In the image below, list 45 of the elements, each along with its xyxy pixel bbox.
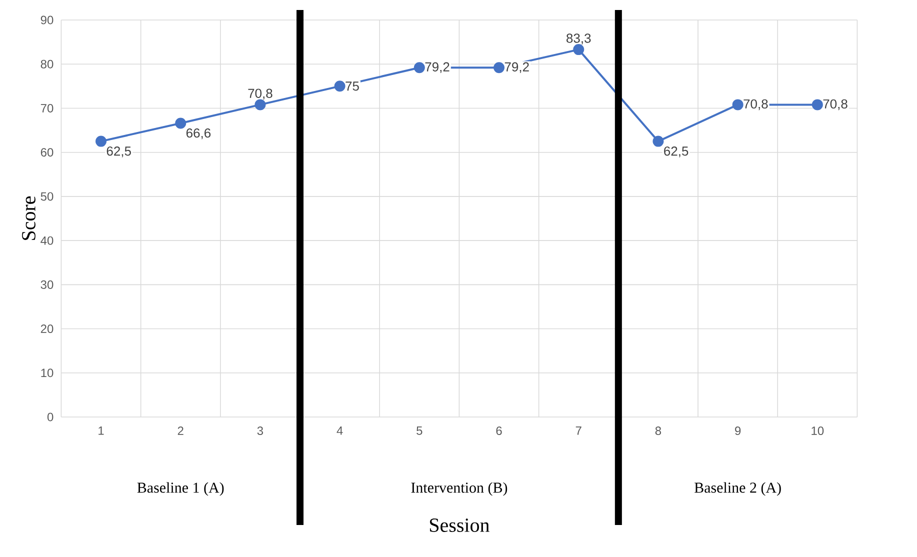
- text: Intervention (B): [411, 482, 508, 496]
- text: Baseline 1 (A): [137, 482, 224, 496]
- point: [652, 136, 664, 147]
- x-tick-label: 2: [178, 426, 184, 435]
- y-tick-label: 90: [40, 16, 54, 24]
- data-label: 62,5: [664, 146, 688, 158]
- data-label: 79,2: [425, 62, 450, 74]
- point: [732, 99, 744, 110]
- point: [254, 99, 266, 110]
- x-tick-label: 8: [655, 426, 662, 436]
- point: [175, 118, 186, 129]
- x-tick-label: 3: [257, 426, 264, 436]
- x-tick-label: 4: [336, 426, 343, 435]
- point: [96, 136, 106, 147]
- x-tick-label: 5: [416, 426, 422, 435]
- data-label: 66,6: [186, 128, 211, 140]
- y-tick-label: 40: [40, 236, 54, 245]
- point: [334, 80, 346, 92]
- point: [414, 62, 425, 74]
- y-tick-label: 70: [40, 104, 54, 112]
- y-axis-title: Score: [22, 196, 36, 240]
- x-tick-label: 10: [812, 426, 824, 436]
- y-tick-label: 0: [47, 412, 54, 422]
- point: [812, 99, 823, 110]
- data-label: 70,8: [823, 99, 848, 110]
- x-axis-title: Session: [430, 518, 490, 532]
- y-tick-label: 80: [40, 60, 54, 68]
- y-tick-label: 10: [41, 368, 54, 378]
- text: Baseline 2 (A): [694, 482, 781, 496]
- point: [573, 44, 584, 56]
- data-label: 62,5: [106, 146, 131, 158]
- y-tick-label: 30: [40, 280, 54, 289]
- data-label: 75: [346, 82, 359, 91]
- data-label: 70,8: [248, 88, 272, 100]
- y-tick-label: 20: [40, 324, 54, 334]
- x-tick-label: 9: [735, 426, 741, 436]
- data-label: 70,8: [744, 99, 768, 110]
- data-label: 83,3: [566, 34, 591, 44]
- x-tick-label: 7: [576, 426, 582, 435]
- x-tick-label: 6: [496, 426, 502, 436]
- data-label: 79,2: [504, 62, 529, 74]
- y-tick-label: 50: [40, 192, 54, 201]
- point: [494, 62, 505, 74]
- y-tick-label: 60: [40, 148, 54, 157]
- x-tick-label: 1: [98, 426, 104, 435]
